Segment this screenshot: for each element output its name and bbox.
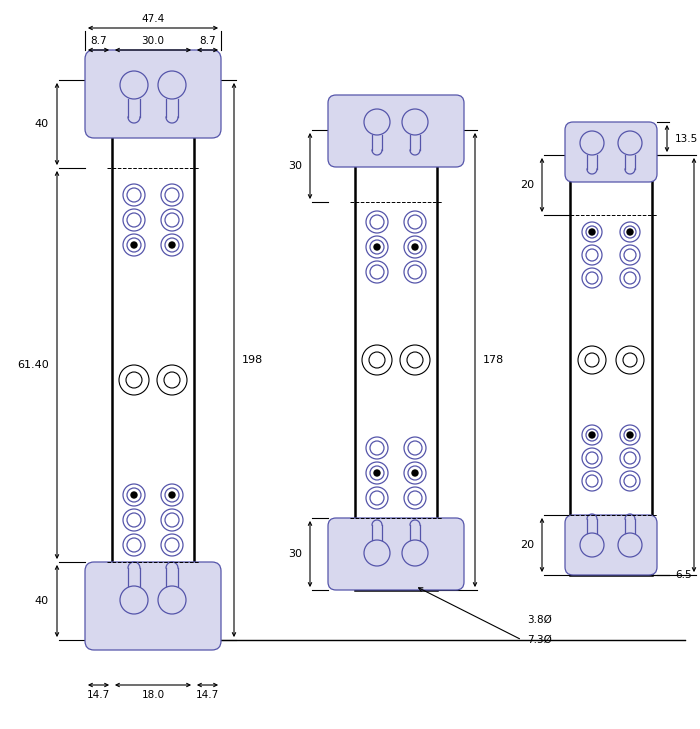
Circle shape <box>374 470 380 476</box>
Circle shape <box>412 244 418 250</box>
Circle shape <box>374 244 380 250</box>
Text: 40: 40 <box>35 119 49 129</box>
FancyBboxPatch shape <box>85 50 221 138</box>
Text: 20: 20 <box>520 540 534 550</box>
Circle shape <box>627 229 633 235</box>
Bar <box>570 155 652 575</box>
Circle shape <box>169 242 175 248</box>
FancyBboxPatch shape <box>328 95 464 167</box>
Circle shape <box>131 242 137 248</box>
Bar <box>112 80 194 640</box>
FancyBboxPatch shape <box>328 518 464 590</box>
FancyBboxPatch shape <box>565 122 657 182</box>
Text: 61.40: 61.40 <box>18 360 49 370</box>
Text: 30: 30 <box>288 161 302 171</box>
Text: 14.7: 14.7 <box>87 690 110 700</box>
Circle shape <box>589 229 595 235</box>
Text: 13.5: 13.5 <box>675 133 699 144</box>
Text: 3.8Ø: 3.8Ø <box>527 615 552 625</box>
Circle shape <box>131 492 137 498</box>
Text: 47.4: 47.4 <box>141 14 164 24</box>
Text: 178: 178 <box>483 355 504 365</box>
Circle shape <box>627 432 633 438</box>
Text: 8.7: 8.7 <box>90 36 107 46</box>
Text: 30: 30 <box>288 549 302 559</box>
Circle shape <box>412 470 418 476</box>
Circle shape <box>589 432 595 438</box>
Bar <box>355 130 437 590</box>
Text: 8.7: 8.7 <box>199 36 216 46</box>
Circle shape <box>169 492 175 498</box>
Text: 30.0: 30.0 <box>141 36 164 46</box>
Text: 40: 40 <box>35 596 49 606</box>
Text: 14.7: 14.7 <box>196 690 219 700</box>
FancyBboxPatch shape <box>85 562 221 650</box>
Text: 20: 20 <box>520 180 534 190</box>
Text: 7.3Ø: 7.3Ø <box>527 635 552 645</box>
Text: 18.0: 18.0 <box>141 690 164 700</box>
Text: 198: 198 <box>242 355 263 365</box>
FancyBboxPatch shape <box>565 515 657 575</box>
Text: 6.5: 6.5 <box>675 570 692 580</box>
